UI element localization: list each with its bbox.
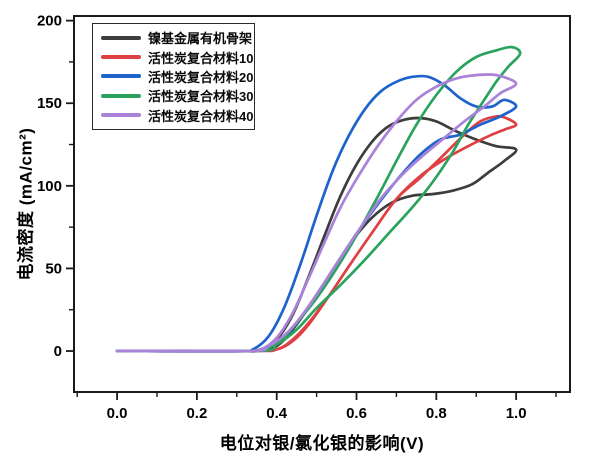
legend-line-sample (101, 113, 141, 118)
legend-item-1: 镍基金属有机骨架 (101, 28, 253, 47)
curve-series-4 (115, 45, 522, 353)
curve-series-5 (115, 73, 518, 353)
legend: 镍基金属有机骨架 活性炭复合材料10 活性炭复合材料20 活性炭复合材料30 活性炭复合… (92, 23, 255, 130)
legend-item-5: 活性炭复合材料40 (101, 106, 254, 125)
legend-item-4: 活性炭复合材料30 (101, 86, 254, 105)
y-tick-label: 150 (37, 95, 62, 112)
legend-label: 活性炭复合材料20 (148, 69, 254, 85)
legend-line-sample (101, 35, 141, 40)
x-tick-label: 0.4 (266, 405, 288, 422)
curve-series-2 (115, 114, 518, 353)
y-tick-label: 100 (37, 178, 62, 195)
x-tick-label: 0.0 (107, 405, 128, 422)
y-tick-label: 50 (45, 260, 62, 277)
legend-label: 活性炭复合材料30 (148, 89, 254, 105)
legend-item-2: 活性炭复合材料10 (101, 48, 254, 67)
legend-label: 活性炭复合材料10 (148, 50, 254, 66)
plot-frame (73, 15, 571, 393)
legend-line-sample (101, 74, 141, 79)
x-axis-title: 电位对银/氯化银的影响(V) (219, 434, 425, 453)
y-tick-label: 200 (37, 13, 62, 30)
x-tick-label: 0.6 (346, 405, 367, 422)
legend-label: 活性炭复合材料40 (148, 108, 254, 124)
y-tick-label: 0 (54, 343, 62, 360)
legend-item-3: 活性炭复合材料20 (101, 67, 254, 86)
legend-line-sample (101, 93, 141, 98)
legend-line-sample (101, 55, 141, 60)
x-tick-label: 0.2 (186, 405, 207, 422)
x-tick-label: 1.0 (506, 405, 527, 422)
y-axis-title: 电流密度 (mA/cm²) (16, 127, 36, 281)
legend-label: 镍基金属有机骨架 (148, 31, 253, 47)
x-tick-label: 0.8 (426, 405, 447, 422)
